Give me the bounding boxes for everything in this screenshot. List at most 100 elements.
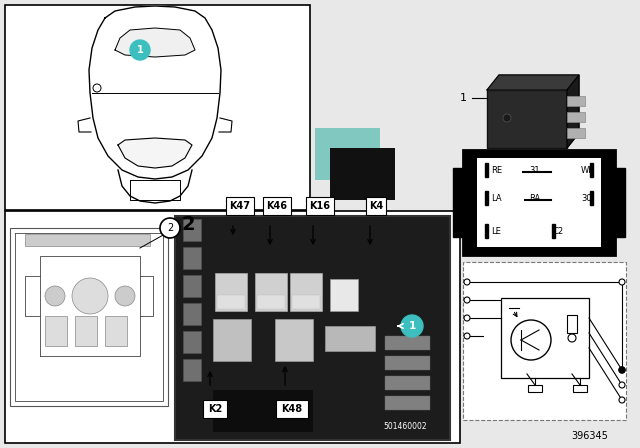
Text: LE: LE <box>491 227 501 236</box>
Circle shape <box>130 40 150 60</box>
Bar <box>366 197 386 215</box>
Bar <box>552 224 555 238</box>
Text: K16: K16 <box>310 201 330 211</box>
Bar <box>567 96 585 106</box>
Text: K47: K47 <box>230 201 250 211</box>
Bar <box>611 168 625 237</box>
Bar <box>213 319 251 361</box>
Circle shape <box>503 114 511 122</box>
Bar <box>325 326 375 351</box>
Bar <box>226 197 254 215</box>
Bar <box>330 148 395 200</box>
Bar <box>183 331 201 353</box>
Bar <box>453 168 467 237</box>
Bar <box>215 273 247 311</box>
Bar <box>5 211 460 443</box>
Polygon shape <box>567 75 579 148</box>
Bar <box>292 295 320 309</box>
Bar <box>183 275 201 297</box>
Text: K4: K4 <box>369 201 383 211</box>
Bar <box>10 228 168 406</box>
Bar <box>330 279 358 311</box>
Bar <box>45 316 67 346</box>
Circle shape <box>72 278 108 314</box>
Text: RA: RA <box>529 194 541 202</box>
Bar <box>487 90 567 148</box>
Text: 30: 30 <box>581 194 591 202</box>
Bar <box>315 128 380 180</box>
Bar <box>485 191 488 205</box>
Bar <box>385 376 430 390</box>
Circle shape <box>619 367 625 373</box>
Text: LA: LA <box>491 194 502 202</box>
Circle shape <box>464 315 470 321</box>
Polygon shape <box>118 138 192 168</box>
Bar <box>275 319 313 361</box>
Text: 1: 1 <box>460 93 467 103</box>
Bar <box>485 224 488 238</box>
Circle shape <box>464 333 470 339</box>
Text: 2: 2 <box>167 223 173 233</box>
Bar <box>213 390 313 432</box>
Text: 501460002: 501460002 <box>383 422 427 431</box>
Bar <box>477 158 601 247</box>
Bar <box>385 396 430 410</box>
Bar <box>528 385 542 392</box>
Circle shape <box>401 315 423 337</box>
Circle shape <box>115 286 135 306</box>
Polygon shape <box>89 6 221 179</box>
Circle shape <box>568 334 576 342</box>
Text: C2: C2 <box>552 227 564 236</box>
Bar <box>567 112 585 122</box>
Bar <box>385 356 430 370</box>
Bar <box>567 128 585 138</box>
Polygon shape <box>487 75 579 90</box>
Bar <box>463 150 615 255</box>
Circle shape <box>160 218 180 238</box>
Text: RE: RE <box>491 165 502 175</box>
Bar <box>257 295 285 309</box>
Bar <box>183 247 201 269</box>
Circle shape <box>619 382 625 388</box>
Circle shape <box>619 367 625 373</box>
Bar <box>105 316 127 346</box>
Text: Wb: Wb <box>581 165 595 175</box>
Bar <box>5 5 310 210</box>
Bar <box>590 163 593 177</box>
Bar <box>463 262 626 420</box>
Text: 1: 1 <box>408 321 415 331</box>
Circle shape <box>45 286 65 306</box>
Bar <box>385 336 430 350</box>
Bar <box>25 234 150 246</box>
Bar <box>306 197 334 215</box>
Bar <box>183 303 201 325</box>
Bar <box>217 295 245 309</box>
Circle shape <box>93 84 101 92</box>
Bar <box>255 273 287 311</box>
Bar <box>276 400 308 418</box>
Text: K48: K48 <box>282 404 303 414</box>
Circle shape <box>511 320 551 360</box>
Bar <box>485 163 488 177</box>
Circle shape <box>619 279 625 285</box>
Bar <box>501 298 589 378</box>
Bar <box>183 359 201 381</box>
Circle shape <box>619 397 625 403</box>
Bar <box>203 400 227 418</box>
Bar <box>183 219 201 241</box>
Text: 1: 1 <box>136 45 143 55</box>
Bar <box>590 191 593 205</box>
Circle shape <box>464 279 470 285</box>
Circle shape <box>464 297 470 303</box>
Text: 396345: 396345 <box>572 431 609 441</box>
Polygon shape <box>115 28 195 57</box>
Text: K46: K46 <box>266 201 287 211</box>
Bar <box>290 273 322 311</box>
Bar <box>573 385 587 392</box>
Bar <box>75 316 97 346</box>
Text: 2: 2 <box>181 215 195 233</box>
Bar <box>175 216 450 440</box>
Bar <box>567 315 577 333</box>
Text: K2: K2 <box>208 404 222 414</box>
Text: 31: 31 <box>530 165 540 175</box>
